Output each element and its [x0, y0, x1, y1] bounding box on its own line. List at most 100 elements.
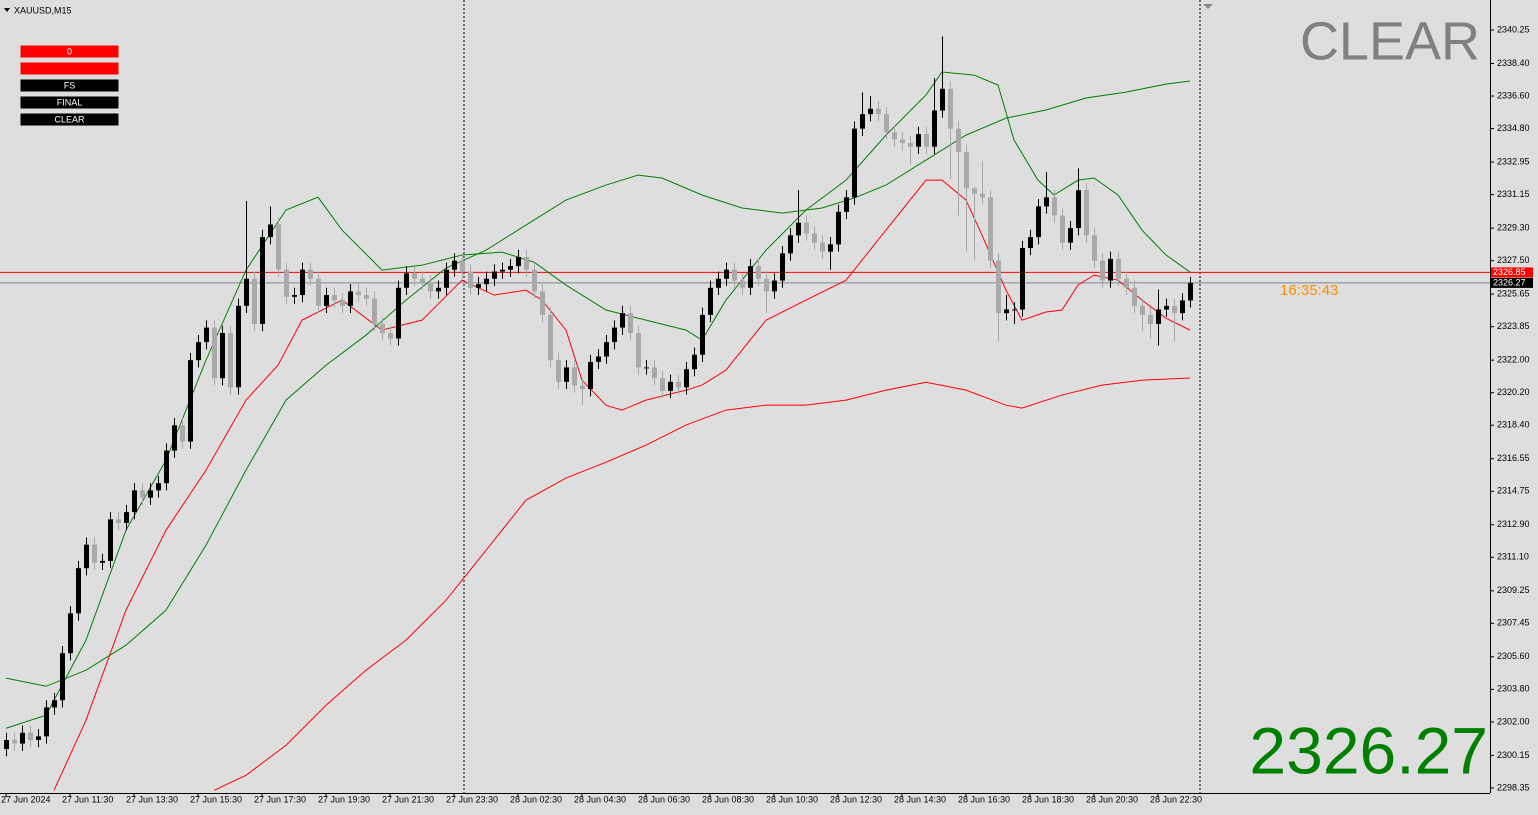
candle-body	[1156, 309, 1161, 324]
y-tick-label: 2332.95	[1497, 156, 1530, 166]
candle-body	[1092, 235, 1097, 261]
candle-body	[852, 128, 857, 198]
button[interactable]	[19, 95, 120, 110]
candle-body	[772, 280, 777, 292]
candle-body	[876, 108, 881, 115]
candle-body	[236, 305, 241, 388]
candle-body	[476, 284, 481, 288]
candle-body	[796, 222, 801, 236]
candle-body	[516, 257, 521, 267]
candle-body	[804, 222, 809, 234]
y-tick-label: 2320.20	[1497, 387, 1530, 397]
button-label[interactable]: FS	[64, 80, 76, 90]
candle-body	[1132, 287, 1137, 306]
candle-body	[44, 707, 49, 737]
candle-body	[588, 361, 593, 390]
x-tick-label: 27 Jun 17:30	[254, 794, 306, 804]
button[interactable]	[19, 44, 120, 59]
candle-body	[1036, 206, 1041, 238]
x-tick-label: 27 Jun 15:30	[190, 794, 242, 804]
candle-body	[692, 354, 697, 370]
candle-body	[956, 128, 961, 153]
candle-body	[716, 278, 721, 288]
candle-body	[108, 519, 113, 561]
y-tick-label: 2322.00	[1497, 355, 1530, 365]
candle-body	[1076, 190, 1081, 229]
candle-body	[980, 193, 985, 198]
button-label[interactable]: CLEAR	[54, 114, 85, 124]
symbol-icon	[4, 8, 10, 12]
candle-body	[116, 519, 121, 523]
y-tick-label: 2323.85	[1497, 321, 1530, 331]
candle-body	[868, 108, 873, 115]
indicator-line	[5, 80, 1191, 687]
candle-body	[684, 369, 689, 388]
candle-body	[924, 134, 929, 147]
candle-body	[1164, 305, 1169, 310]
candle-body	[100, 560, 105, 563]
y-tick-label: 2316.55	[1497, 453, 1530, 463]
candle-body	[556, 360, 561, 382]
x-tick-label: 27 Jun 19:30	[318, 794, 370, 804]
candle-body	[12, 740, 17, 744]
candle-body	[1068, 228, 1073, 243]
candle-body	[1052, 197, 1057, 216]
candle-body	[596, 356, 601, 362]
button-label[interactable]: 0	[67, 46, 72, 56]
button-label[interactable]: FINAL	[57, 97, 83, 107]
candle-body	[324, 295, 329, 306]
candle-body	[1012, 309, 1017, 311]
y-tick-label: 2334.80	[1497, 123, 1530, 133]
x-tick-label: 28 Jun 22:30	[1150, 794, 1202, 804]
y-tick-label: 2338.40	[1497, 58, 1530, 68]
candle-body	[396, 287, 401, 339]
x-tick-label: 28 Jun 08:30	[702, 794, 754, 804]
y-tick-label: 2303.80	[1497, 684, 1530, 694]
candle-body	[356, 291, 361, 296]
candle-body	[1148, 314, 1153, 324]
candle-body	[36, 736, 41, 741]
candle-body	[756, 266, 761, 279]
candle-body	[1188, 282, 1193, 301]
candle-body	[340, 300, 345, 306]
candle-body	[540, 291, 545, 315]
candle-body	[428, 282, 433, 292]
candle-body	[300, 269, 305, 296]
level-price-label: 2326.85	[1493, 267, 1526, 277]
candle-body	[1084, 190, 1089, 236]
candle-body	[484, 278, 489, 285]
button[interactable]	[19, 112, 120, 127]
y-tick-label: 2309.25	[1497, 585, 1530, 595]
candle-body	[260, 237, 265, 324]
candle-body	[76, 568, 81, 614]
candle-body	[1124, 278, 1129, 288]
candle-body	[972, 188, 977, 194]
plot-area	[0, 36, 1490, 791]
x-tick-label: 27 Jun 21:30	[382, 794, 434, 804]
candle-body	[652, 367, 657, 379]
candle-body	[884, 114, 889, 133]
button[interactable]	[19, 78, 120, 93]
candle-body	[1116, 258, 1121, 279]
timer: 16:35:43	[1280, 282, 1338, 299]
candle-body	[460, 260, 465, 272]
candle-body	[404, 273, 409, 288]
candle-body	[668, 381, 673, 391]
candle-body	[1180, 300, 1185, 314]
candle-body	[292, 295, 297, 297]
candle-body	[244, 278, 249, 306]
candle-body	[524, 257, 529, 270]
x-tick-label: 28 Jun 18:30	[1022, 794, 1074, 804]
candle-body	[948, 88, 953, 129]
candle-body	[132, 490, 137, 513]
candle-body	[252, 278, 257, 324]
candle-body	[68, 613, 73, 654]
candle-body	[916, 134, 921, 147]
button[interactable]	[19, 61, 120, 76]
candle-body	[1044, 197, 1049, 207]
candle-body	[660, 378, 665, 391]
candle-body	[580, 385, 585, 390]
status-text: CLEAR	[1300, 11, 1480, 71]
candle-body	[532, 269, 537, 292]
candle-body	[988, 197, 993, 261]
